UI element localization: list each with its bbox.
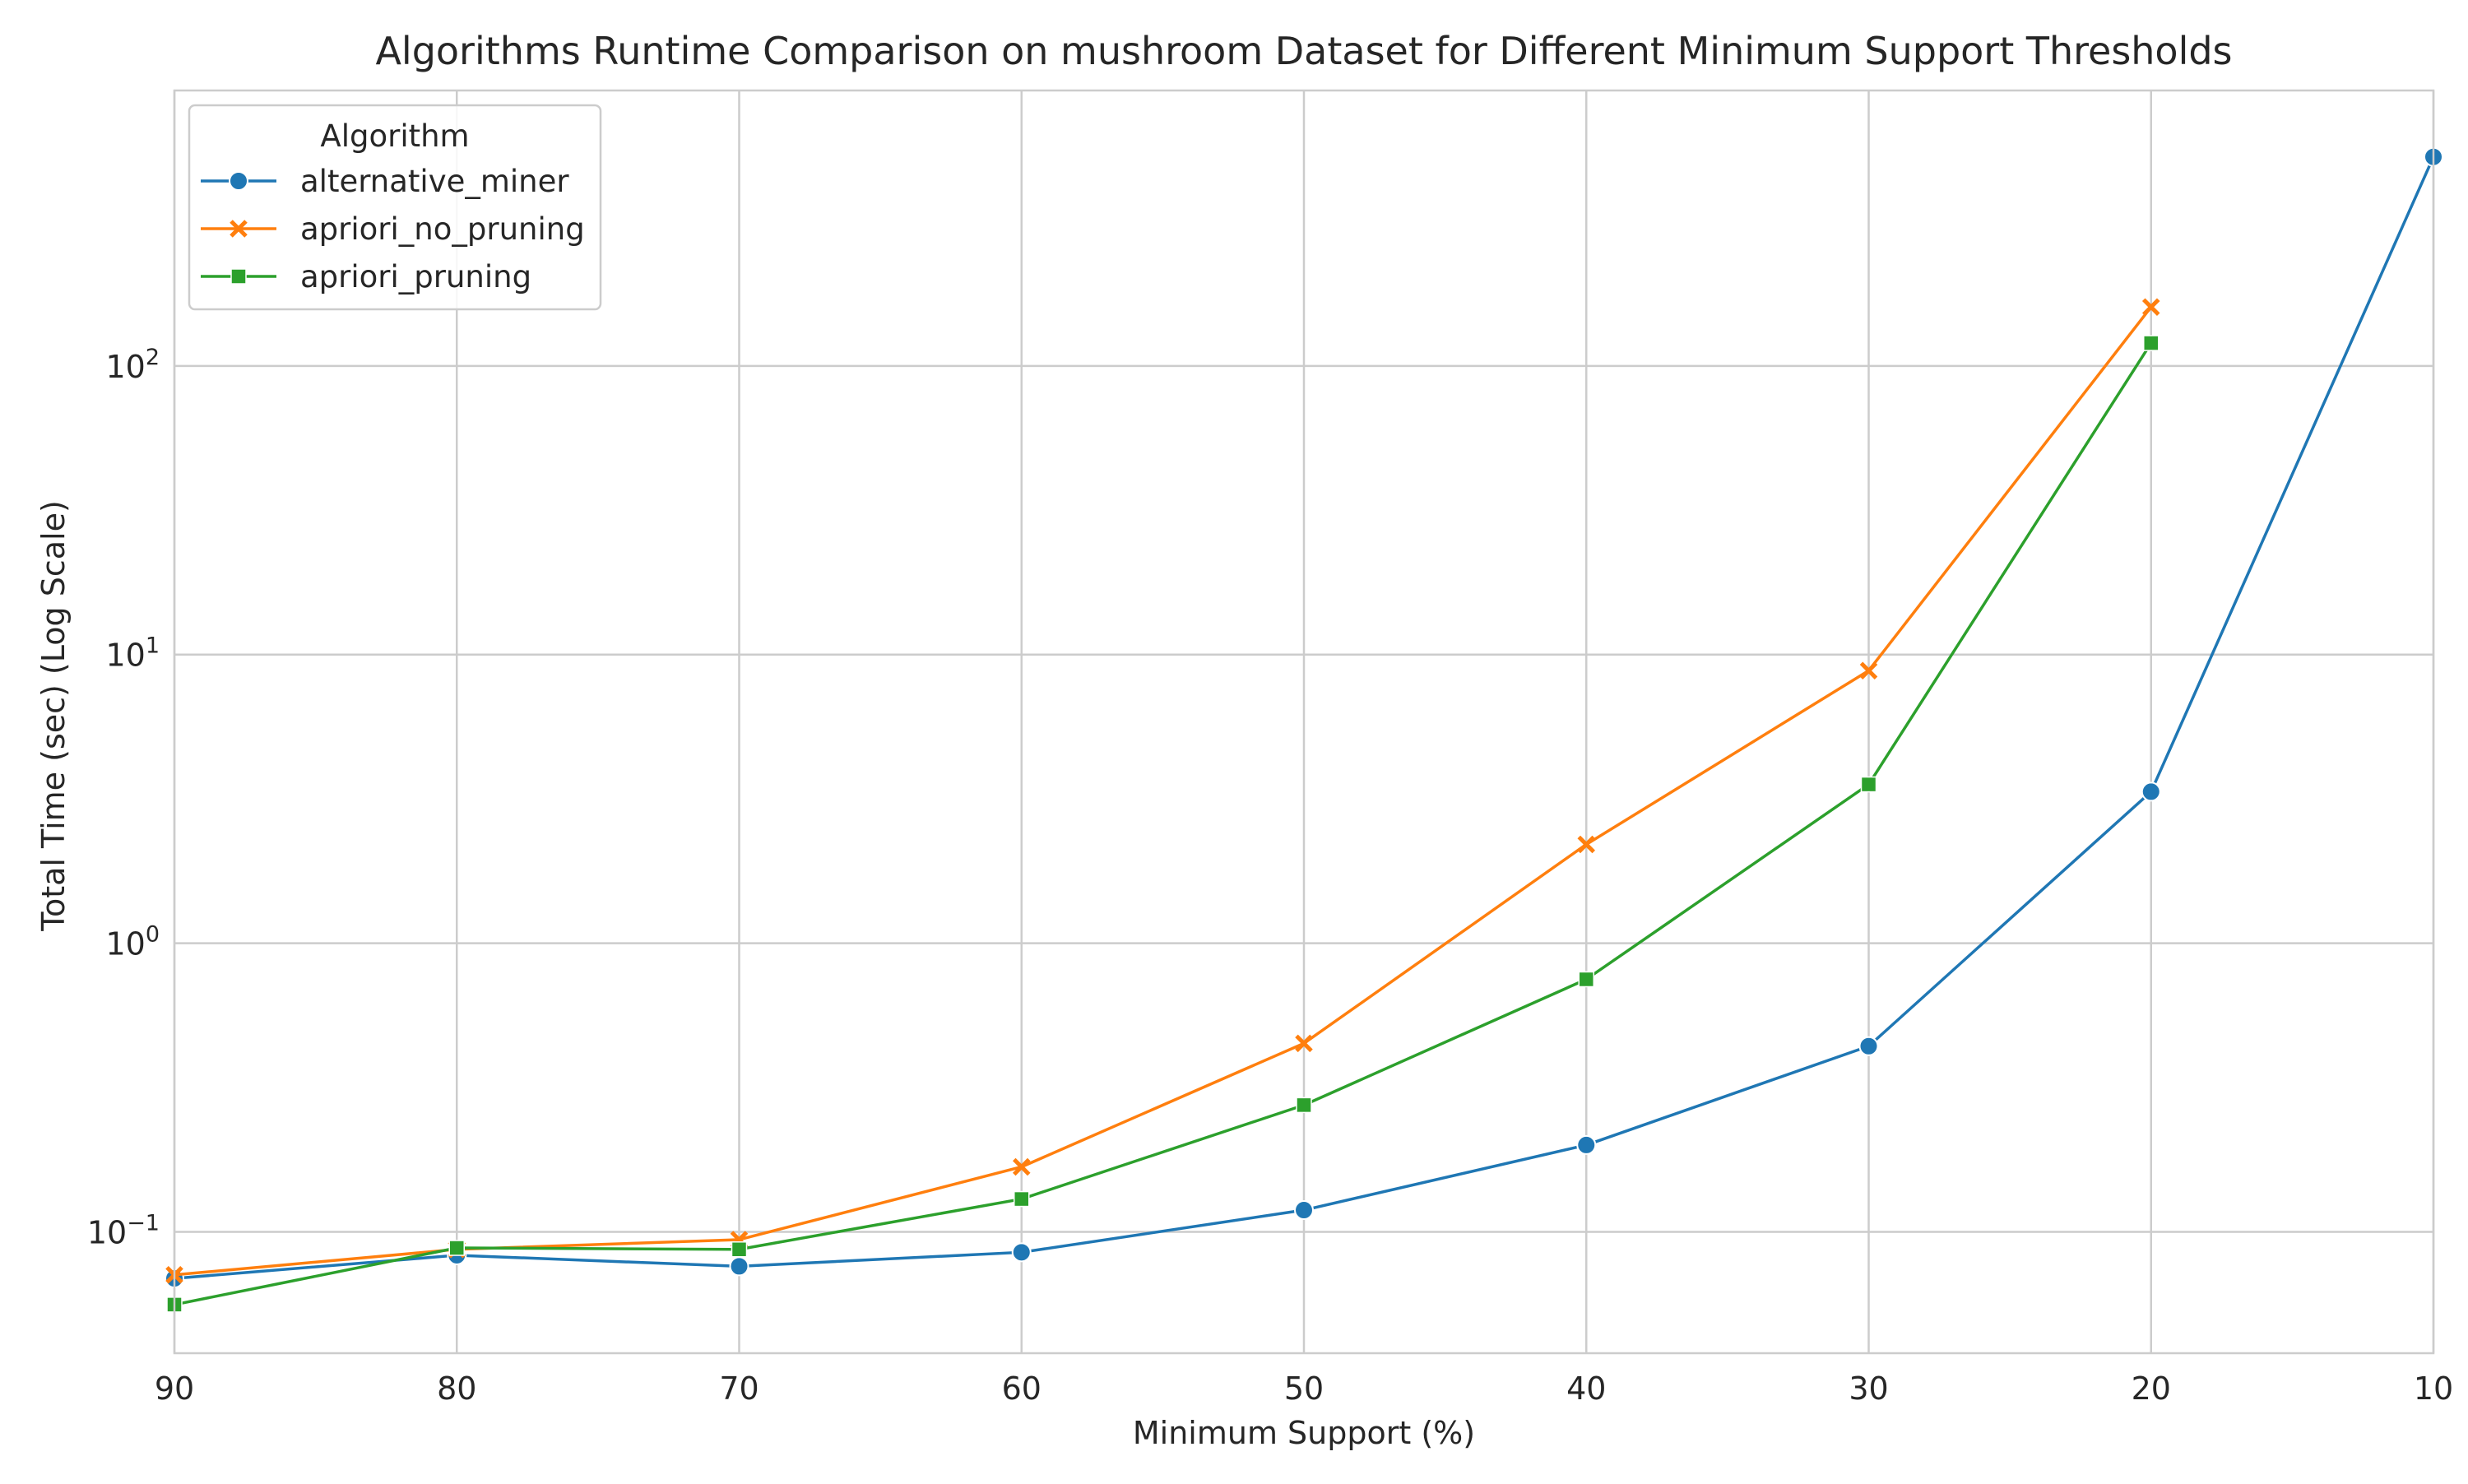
- y-tick-base: 10: [105, 638, 145, 674]
- plot-frame: [173, 89, 2435, 1355]
- legend-marker: [230, 220, 248, 238]
- legend: Algorithm alternative_miner apriori_no_pru…: [188, 104, 602, 311]
- series-apriori_pruning: [166, 335, 2160, 1313]
- y-axis-label: Total Time (sec) (Log Scale): [35, 500, 72, 932]
- legend-title: Algorithm: [320, 118, 469, 154]
- data-point: [2141, 781, 2161, 802]
- legend-box: [188, 104, 602, 311]
- data-point: [731, 1241, 748, 1258]
- data-point: [1012, 1157, 1031, 1176]
- series-line: [174, 342, 2153, 1306]
- y-tick-label: 101: [105, 633, 160, 674]
- data-point: [1296, 1097, 1312, 1114]
- data-point: [448, 1240, 465, 1256]
- legend-label: apriori_no_pruning: [300, 211, 585, 247]
- y-tick-label: 102: [105, 345, 160, 385]
- data-point: [1576, 1134, 1597, 1155]
- data-point: [1294, 1200, 1314, 1221]
- x-tick-label: 20: [2132, 1370, 2171, 1407]
- data-point: [2141, 298, 2160, 316]
- x-tick-label: 80: [437, 1370, 476, 1407]
- y-tick-label: 10−1: [87, 1211, 160, 1251]
- x-tick-label: 60: [1002, 1370, 1041, 1407]
- y-tick-exponent: 1: [146, 633, 160, 659]
- x-tick-label: 90: [155, 1370, 194, 1407]
- legend-item: alternative_miner: [201, 164, 569, 199]
- y-tick-exponent: −1: [127, 1211, 160, 1236]
- data-point: [1578, 971, 1594, 988]
- data-point: [1014, 1190, 1030, 1208]
- data-point: [1577, 835, 1596, 854]
- grid: [173, 90, 2435, 1353]
- legend-marker: [230, 268, 247, 285]
- y-tick-exponent: 2: [146, 345, 160, 370]
- y-tick-label: 100: [105, 922, 160, 962]
- data-point: [2143, 335, 2160, 351]
- x-axis-label: Minimum Support (%): [1133, 1415, 1475, 1451]
- data-point: [1860, 776, 1877, 793]
- x-tick-label: 10: [2414, 1370, 2453, 1407]
- series-line: [174, 306, 2153, 1277]
- x-tick-label: 40: [1566, 1370, 1606, 1407]
- x-tick-label: 70: [719, 1370, 758, 1407]
- legend-label: alternative_miner: [300, 164, 569, 199]
- legend-label: apriori_pruning: [300, 259, 531, 294]
- legend-item: apriori_no_pruning: [201, 211, 585, 247]
- x-tick-label: 50: [1284, 1370, 1324, 1407]
- legend-marker: [229, 171, 248, 191]
- legend-item: apriori_pruning: [201, 259, 531, 294]
- x-tick-label: 30: [1849, 1370, 1888, 1407]
- series-layer: [165, 146, 2443, 1313]
- data-point: [729, 1256, 749, 1277]
- chart-title: Algorithms Runtime Comparison on mushroo…: [375, 29, 2232, 73]
- y-tick-exponent: 0: [146, 922, 160, 948]
- data-point: [1858, 1036, 1879, 1056]
- data-point: [1295, 1034, 1313, 1053]
- y-tick-base: 10: [105, 349, 145, 385]
- data-point: [1011, 1242, 1032, 1263]
- y-tick-base: 10: [87, 1215, 127, 1251]
- y-tick-base: 10: [105, 926, 145, 962]
- data-point: [1859, 661, 1878, 679]
